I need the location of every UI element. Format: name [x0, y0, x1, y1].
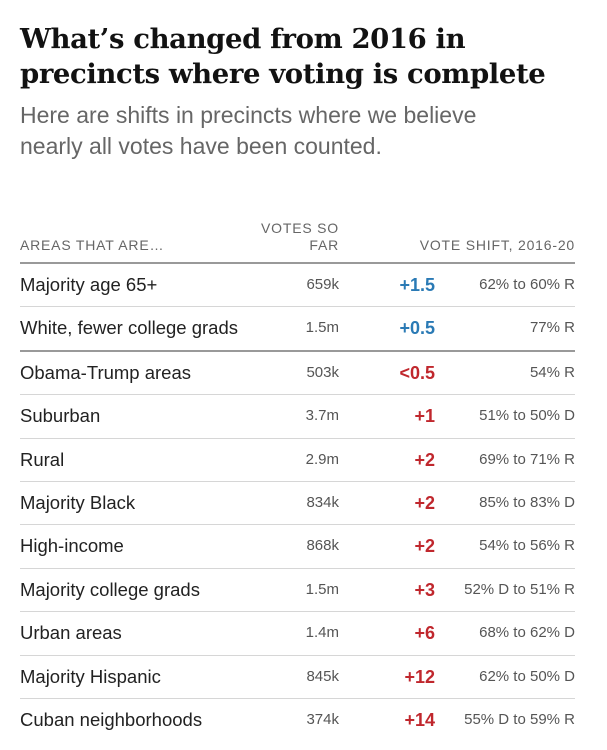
table-row: White, fewer college grads 1.5m +0.5 77% R	[20, 307, 575, 352]
area-cell: Obama-Trump areas	[20, 361, 192, 383]
column-header-votes-line-1: VOTES SO	[261, 220, 339, 236]
detail-cell: 77% R	[529, 319, 575, 337]
shift-cell: +3	[414, 579, 435, 600]
votes-cell: 2.9m	[305, 450, 339, 468]
table-row: Majority age 65+ 659k +1.5 62% to 60% R	[20, 264, 575, 308]
detail-cell: 62% to 50% D	[479, 667, 575, 685]
votes-cell: 659k	[306, 276, 339, 293]
shift-cell: +1	[414, 406, 435, 427]
subtitle-line-1: Here are shifts in precincts where we be…	[20, 102, 477, 128]
subtitle-line-2: nearly all votes have been counted.	[20, 133, 382, 159]
area-cell: Majority Black	[20, 491, 136, 513]
shift-table: AREAS THAT ARE… VOTES SO FAR VOTE SHIFT,…	[20, 214, 575, 741]
column-header-votes-line-2: FAR	[309, 237, 339, 253]
shift-cell: +2	[414, 449, 435, 470]
table-header: AREAS THAT ARE… VOTES SO FAR VOTE SHIFT,…	[20, 214, 575, 264]
table-row: Majority Black 834k +2 85% to 83% D	[20, 482, 575, 526]
detail-cell: 69% to 71% R	[479, 450, 575, 468]
table-row: Rural 2.9m +2 69% to 71% R	[20, 439, 575, 482]
votes-cell: 374k	[306, 710, 339, 728]
page-title: What’s changed from 2016 in precincts wh…	[20, 22, 575, 92]
area-cell: High-income	[20, 535, 124, 557]
table-row: High-income 868k +2 54% to 56% R	[20, 525, 575, 569]
table-row: Majority college grads 1.5m +3 52% D to 51%…	[20, 569, 575, 613]
votes-cell: 3.7m	[305, 407, 339, 425]
shift-cell: +2	[414, 492, 435, 513]
shift-cell: +0.5	[399, 318, 435, 339]
area-cell: Cuban neighborhoods	[20, 708, 203, 730]
detail-cell: 54% to 56% R	[479, 537, 575, 555]
shift-cell: +1.5	[399, 275, 435, 295]
area-cell: Rural	[20, 448, 65, 470]
detail-cell: 55% D to 59% R	[464, 710, 575, 728]
column-header-votes: VOTES SO FAR	[261, 220, 339, 254]
detail-cell: 62% to 60% R	[479, 276, 575, 293]
votes-cell: 834k	[306, 493, 339, 511]
table-row: Cuban neighborhoods 374k +14 55% D to 59% R	[20, 699, 575, 741]
area-cell: Majority age 65+	[20, 274, 158, 295]
votes-cell: 868k	[306, 537, 339, 555]
title-line-2: precincts where voting is complete	[20, 58, 546, 90]
shift-cell: +6	[414, 623, 435, 644]
area-cell: White, fewer college grads	[20, 317, 238, 339]
table-body: Majority age 65+ 659k +1.5 62% to 60% R Whit…	[20, 264, 575, 741]
table-row: Urban areas 1.4m +6 68% to 62% D	[20, 612, 575, 656]
table-row: Obama-Trump areas 503k <0.5 54% R	[20, 352, 575, 396]
area-cell: Urban areas	[20, 622, 122, 644]
votes-cell: 503k	[306, 363, 339, 381]
votes-cell: 1.5m	[305, 580, 339, 598]
table-row: Suburban 3.7m +1 51% to 50% D	[20, 395, 575, 439]
title-line-1: What’s changed from 2016 in	[20, 23, 466, 55]
column-header-shift: VOTE SHIFT, 2016-20	[419, 237, 575, 253]
column-header-area: AREAS THAT ARE…	[20, 237, 165, 253]
detail-cell: 85% to 83% D	[479, 493, 575, 511]
header: What’s changed from 2016 in precincts wh…	[20, 22, 575, 162]
votes-cell: 845k	[306, 667, 339, 685]
detail-cell: 68% to 62% D	[479, 624, 575, 642]
table-row: Majority Hispanic 845k +12 62% to 50% D	[20, 656, 575, 699]
shift-cell: +2	[414, 536, 435, 557]
detail-cell: 51% to 50% D	[479, 407, 575, 425]
shift-cell: <0.5	[399, 362, 435, 383]
page-subtitle: Here are shifts in precincts where we be…	[20, 100, 575, 162]
area-cell: Suburban	[20, 405, 101, 427]
detail-cell: 52% D to 51% R	[464, 580, 575, 598]
shift-cell: +14	[404, 709, 435, 730]
votes-cell: 1.5m	[305, 319, 339, 337]
votes-cell: 1.4m	[305, 624, 339, 642]
area-cell: Majority Hispanic	[20, 665, 161, 687]
shift-cell: +12	[404, 666, 435, 687]
detail-cell: 54% R	[529, 363, 575, 381]
area-cell: Majority college grads	[20, 578, 200, 600]
